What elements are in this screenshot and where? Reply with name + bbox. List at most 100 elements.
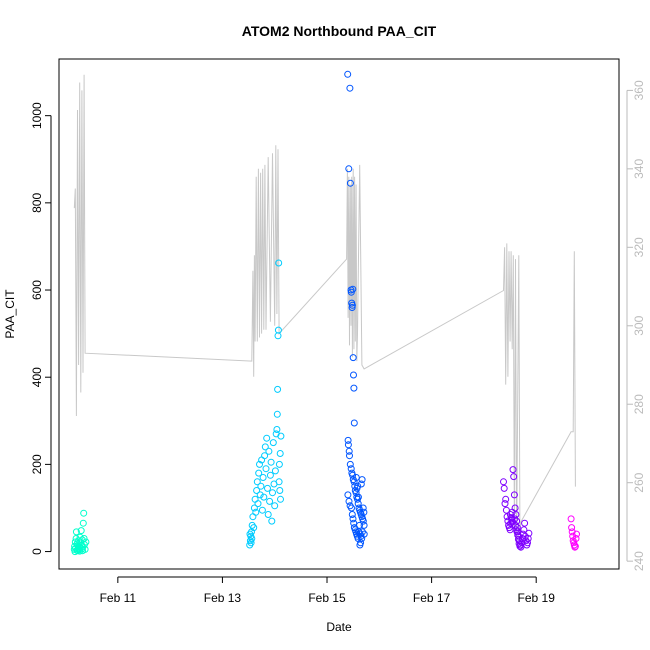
data-point xyxy=(357,539,365,547)
data-point xyxy=(350,419,358,427)
data-point xyxy=(513,517,521,525)
y2-tick-label: 300 xyxy=(632,315,646,335)
data-point xyxy=(360,530,368,538)
chart-title: ATOM2 Northbound PAA_CIT xyxy=(242,23,437,39)
x-tick-label: Feb 19 xyxy=(518,591,556,605)
data-point xyxy=(349,471,357,479)
data-point xyxy=(573,530,580,538)
data-point xyxy=(266,497,274,505)
data-point xyxy=(348,504,355,512)
data-point xyxy=(273,410,281,418)
y-tick-label: 400 xyxy=(30,367,44,387)
plot-area-frame xyxy=(58,58,620,570)
data-point xyxy=(345,447,353,455)
data-point xyxy=(517,543,525,551)
data-point xyxy=(357,480,365,488)
data-point xyxy=(250,504,258,512)
data-point xyxy=(347,465,355,473)
data-point xyxy=(346,179,354,187)
data-point xyxy=(72,528,80,536)
y2-tick-label: 320 xyxy=(632,237,646,257)
data-point xyxy=(350,519,358,527)
data-point xyxy=(354,482,362,490)
data-point xyxy=(249,513,257,521)
data-point xyxy=(344,441,352,449)
data-point xyxy=(346,452,353,460)
data-point xyxy=(348,301,356,309)
data-point xyxy=(248,528,255,536)
data-point xyxy=(344,70,352,78)
y-tick-label: 0 xyxy=(30,548,44,555)
data-point xyxy=(350,384,358,392)
data-point xyxy=(358,528,366,536)
data-point xyxy=(524,539,531,547)
data-point xyxy=(276,450,284,457)
data-point xyxy=(350,478,358,486)
secondary-line-layer xyxy=(73,74,576,546)
data-point xyxy=(254,500,262,508)
data-point xyxy=(257,482,265,490)
data-point xyxy=(514,535,522,543)
data-point xyxy=(79,519,87,527)
y2-tick-label: 340 xyxy=(632,159,646,179)
data-point xyxy=(567,515,575,523)
data-point xyxy=(568,528,576,536)
y2-tick-label: 240 xyxy=(632,551,646,571)
y2-tick-label: 280 xyxy=(632,394,646,414)
x-tick-label: Feb 15 xyxy=(308,591,346,605)
data-point xyxy=(344,491,352,499)
data-point xyxy=(266,471,274,479)
data-point xyxy=(261,443,269,451)
data-point xyxy=(354,500,362,508)
x-tick-label: Feb 13 xyxy=(204,591,242,605)
data-point xyxy=(256,460,263,468)
data-point xyxy=(248,535,256,542)
data-point xyxy=(345,165,353,173)
data-point xyxy=(520,526,528,534)
data-point xyxy=(349,285,357,293)
data-point xyxy=(359,504,367,512)
data-point xyxy=(350,371,357,379)
data-point xyxy=(269,439,277,447)
data-point xyxy=(509,466,517,474)
y-tick-label: 1000 xyxy=(30,102,44,129)
data-point xyxy=(264,511,272,518)
data-point xyxy=(359,517,367,525)
data-point xyxy=(274,385,282,393)
data-point xyxy=(522,537,530,545)
data-point xyxy=(80,509,88,517)
data-point xyxy=(524,535,532,542)
data-point xyxy=(360,508,368,516)
data-point xyxy=(500,484,508,492)
data-point xyxy=(262,465,270,473)
data-point xyxy=(354,493,362,501)
data-point xyxy=(264,484,271,492)
data-point xyxy=(572,535,580,542)
data-point xyxy=(255,469,263,477)
data-point xyxy=(275,478,283,486)
data-point xyxy=(516,542,524,550)
data-point xyxy=(346,84,354,92)
data-point xyxy=(271,467,279,475)
data-point xyxy=(509,518,517,526)
y-axis: 0 200 400 600 800 1000 xyxy=(30,102,52,555)
data-point xyxy=(356,521,363,529)
data-point xyxy=(352,474,360,481)
data-point xyxy=(511,504,519,512)
data-point xyxy=(271,502,279,510)
secondary-line xyxy=(73,74,576,546)
y2-tick-label: 260 xyxy=(632,472,646,492)
data-point xyxy=(258,506,266,514)
data-point xyxy=(358,476,366,484)
x-axis: Feb 11 Feb 13 Feb 15 Feb 17 Feb 19 xyxy=(100,576,556,605)
data-point xyxy=(277,432,285,440)
data-point xyxy=(349,354,357,362)
data-point xyxy=(510,473,518,481)
data-point xyxy=(513,528,521,536)
data-point xyxy=(273,426,281,433)
data-point xyxy=(265,447,273,455)
data-point xyxy=(568,524,576,532)
data-point xyxy=(500,478,507,486)
data-point xyxy=(275,460,283,468)
data-point xyxy=(348,511,356,518)
